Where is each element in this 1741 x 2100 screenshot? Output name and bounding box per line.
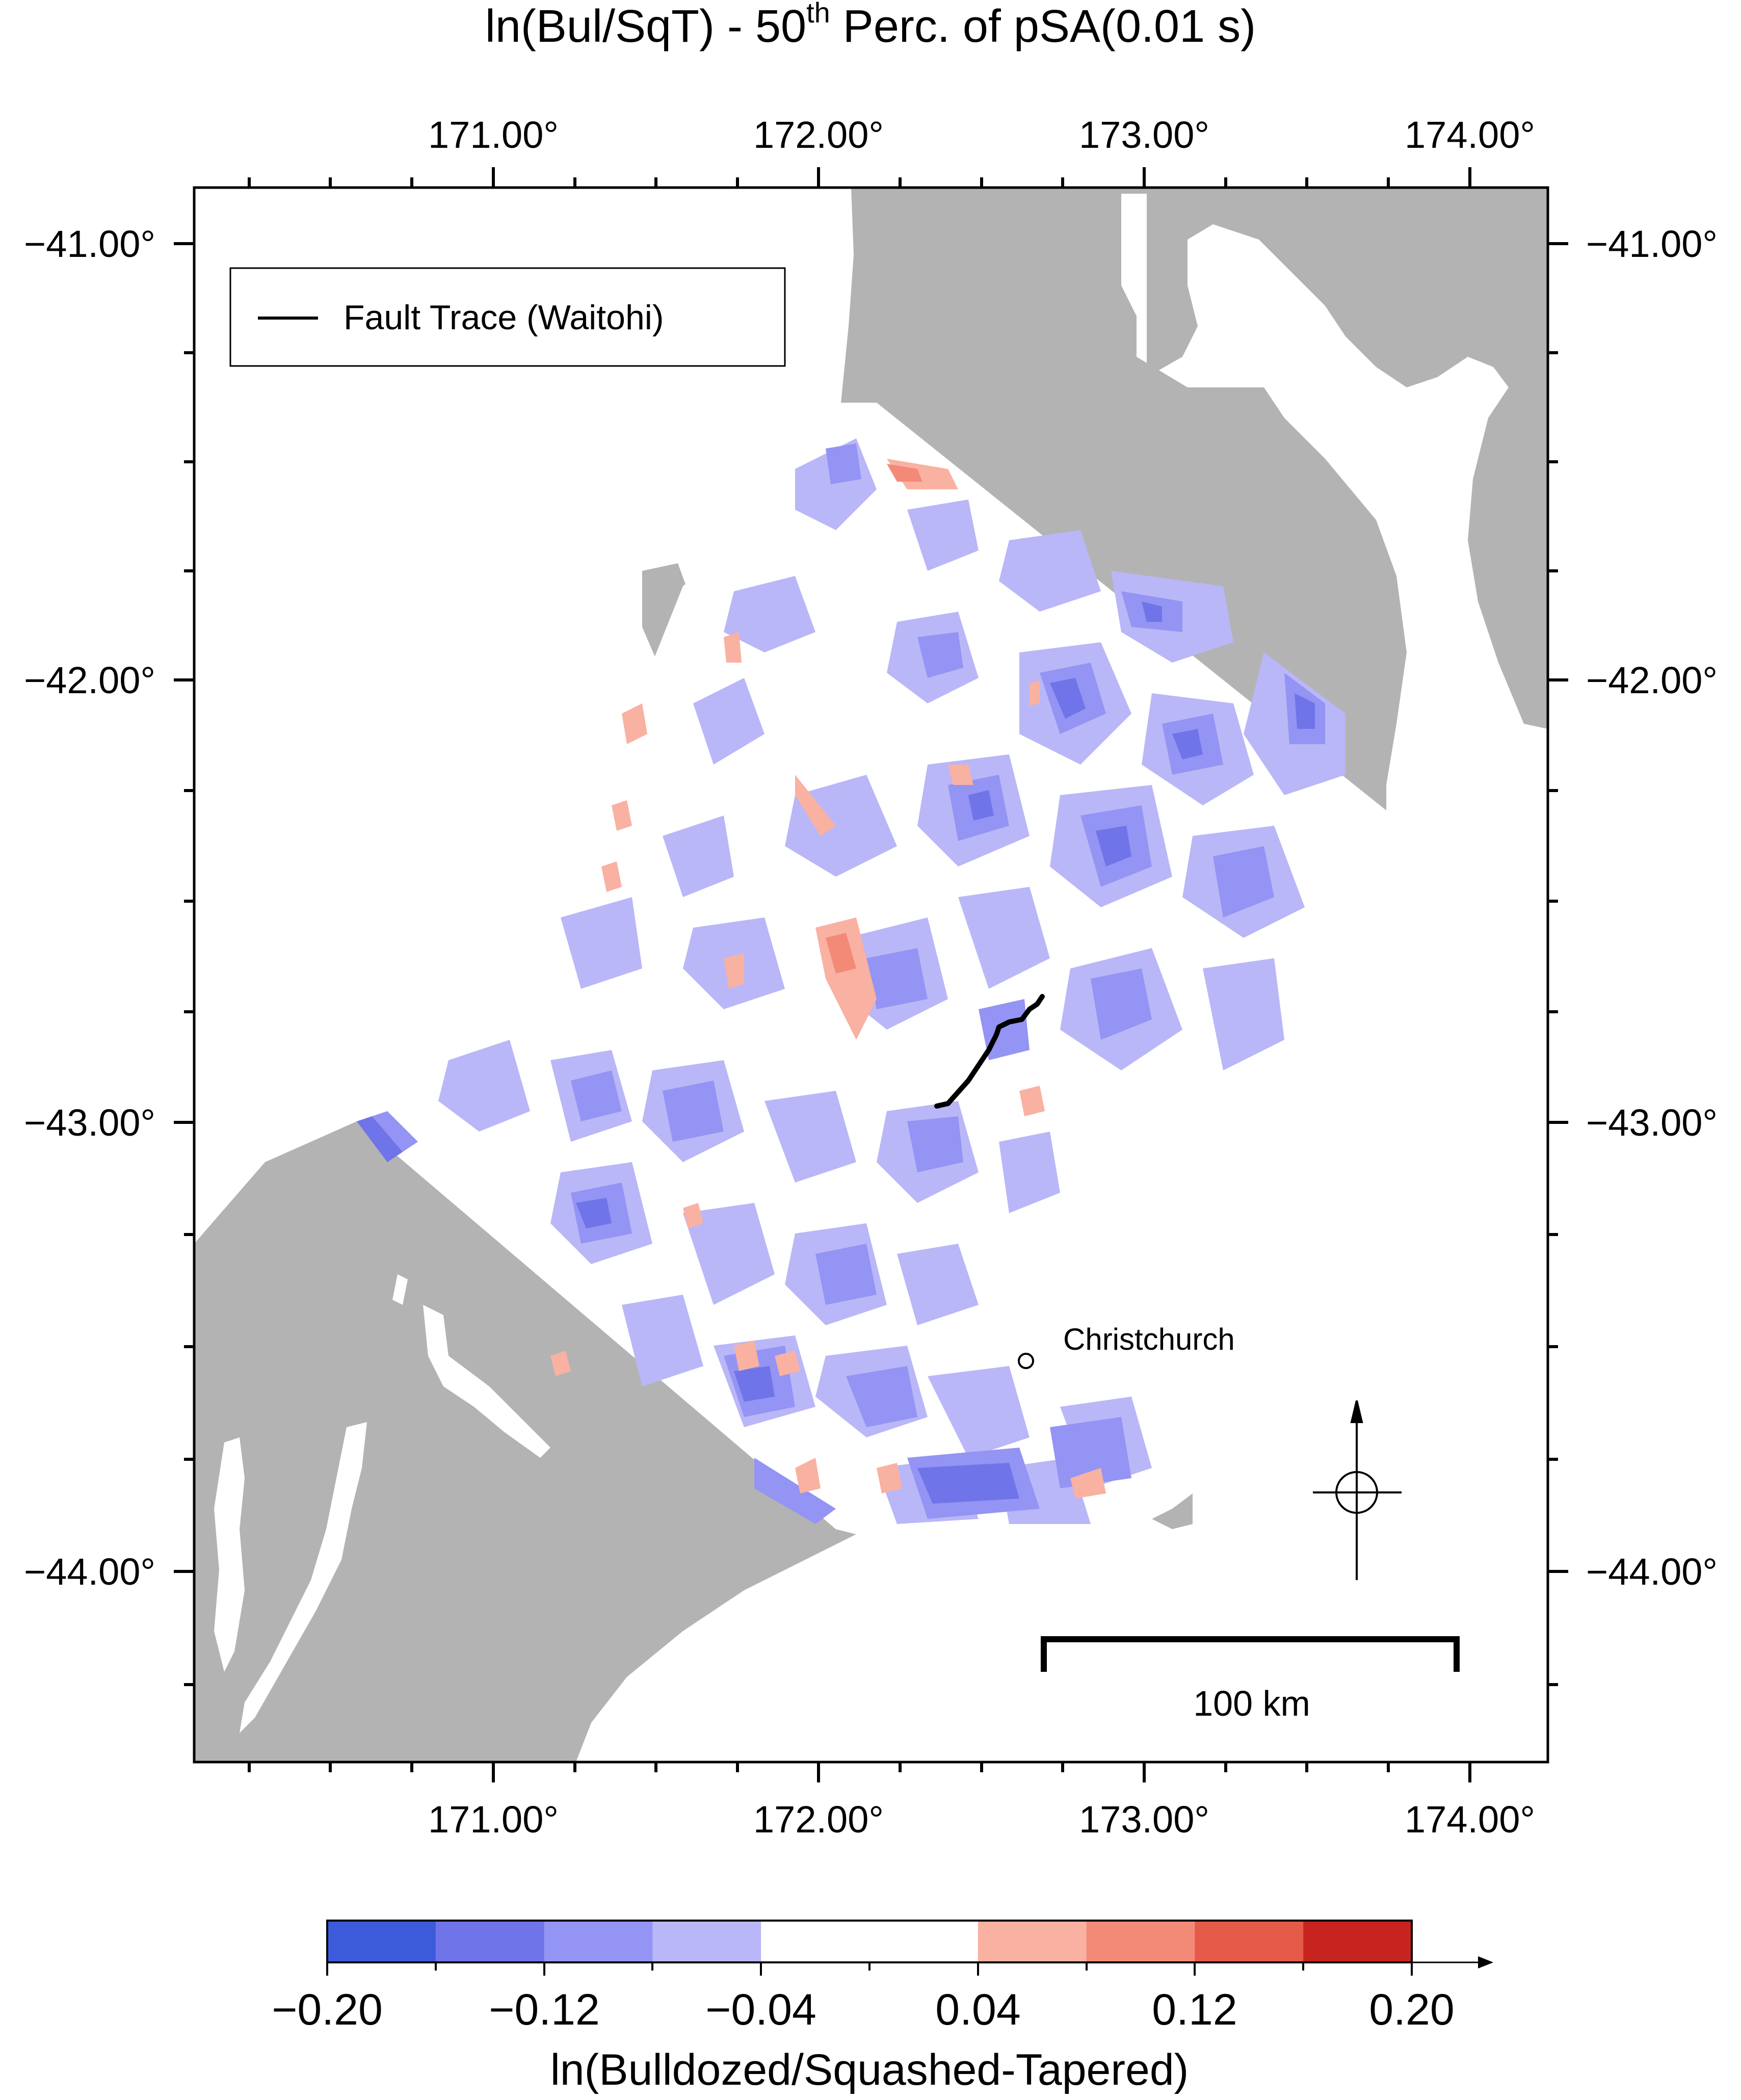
colorbar-arrow-head-icon xyxy=(1478,1956,1493,1968)
colorbar-ticks xyxy=(326,1962,1413,1976)
fault-trace xyxy=(934,994,1045,1109)
legend-label: Fault Trace (Waitohi) xyxy=(344,298,664,337)
lat-label: −43.00° xyxy=(1586,1101,1718,1144)
lon-label: 171.00° xyxy=(428,114,559,156)
lon-label: 173.00° xyxy=(1079,1798,1209,1841)
lat-label: −43.00° xyxy=(24,1101,155,1144)
colorbar: −0.20 −0.12 −0.04 0.04 0.12 0.20 ln(Bull… xyxy=(272,1920,1493,2094)
colorbar-tick-label: −0.04 xyxy=(705,1985,816,2034)
lon-label: 174.00° xyxy=(1405,1798,1535,1841)
colorbar-cell xyxy=(652,1921,761,1962)
data-swath xyxy=(357,403,1386,1534)
colorbar-tick-label: 0.12 xyxy=(1152,1985,1237,2034)
colorbar-tick-label: 0.04 xyxy=(935,1985,1020,2034)
colorbar-tick-labels: −0.20 −0.12 −0.04 0.04 0.12 0.20 xyxy=(272,1985,1455,2034)
colorbar-cell xyxy=(761,1921,870,1962)
colorbar-tick-label: −0.20 xyxy=(272,1985,383,2034)
christchurch-label: Christchurch xyxy=(1063,1322,1235,1356)
lon-label: 172.00° xyxy=(753,114,884,156)
colorbar-tick-label: −0.12 xyxy=(489,1985,600,2034)
colorbar-cell xyxy=(1195,1921,1304,1962)
map-area: Christchurch 100 km Fault Trace (Waitohi… xyxy=(194,188,1548,1762)
lon-labels-top: 171.00° 172.00° 173.00° 174.00° xyxy=(428,114,1535,156)
colorbar-cell xyxy=(1303,1921,1412,1962)
lat-label: −42.00° xyxy=(1586,659,1718,701)
lon-label: 171.00° xyxy=(428,1798,559,1841)
colorbar-label: ln(Bulldozed/Squashed-Tapered) xyxy=(550,2045,1189,2094)
axis-ticks xyxy=(174,167,1568,1782)
lat-labels-right: −41.00° −42.00° −43.00° −44.00° xyxy=(1586,223,1718,1593)
map-title: ln(Bul/SqT) - 50th Perc. of pSA(0.01 s) xyxy=(485,0,1256,52)
lat-label: −44.00° xyxy=(24,1551,155,1593)
christchurch-marker xyxy=(1018,1353,1034,1369)
colorbar-cell xyxy=(544,1921,653,1962)
colorbar-cells xyxy=(327,1921,1412,1962)
lat-label: −42.00° xyxy=(24,659,155,701)
lat-labels-left: −41.00° −42.00° −43.00° −44.00° xyxy=(24,223,155,1593)
scale-bar: 100 km xyxy=(1041,1636,1460,1723)
lat-label: −41.00° xyxy=(24,223,155,265)
colorbar-tick-label: 0.20 xyxy=(1369,1985,1454,2034)
north-arrow-icon xyxy=(1313,1400,1402,1580)
colorbar-cell xyxy=(978,1921,1087,1962)
lakes xyxy=(214,1274,550,1733)
colorbar-cell xyxy=(327,1921,436,1962)
scale-bar-label: 100 km xyxy=(1193,1684,1310,1723)
colorbar-cell xyxy=(869,1921,979,1962)
lon-label: 173.00° xyxy=(1079,114,1209,156)
lat-label: −44.00° xyxy=(1586,1551,1718,1593)
lon-labels-bottom: 171.00° 172.00° 173.00° 174.00° xyxy=(428,1798,1535,1841)
lon-label: 174.00° xyxy=(1405,114,1535,156)
colorbar-cell xyxy=(435,1921,545,1962)
lon-label: 172.00° xyxy=(753,1798,884,1841)
legend: Fault Trace (Waitohi) xyxy=(229,267,786,367)
map-frame xyxy=(193,186,1549,1764)
lat-label: −41.00° xyxy=(1586,223,1718,265)
colorbar-cell xyxy=(1086,1921,1195,1962)
